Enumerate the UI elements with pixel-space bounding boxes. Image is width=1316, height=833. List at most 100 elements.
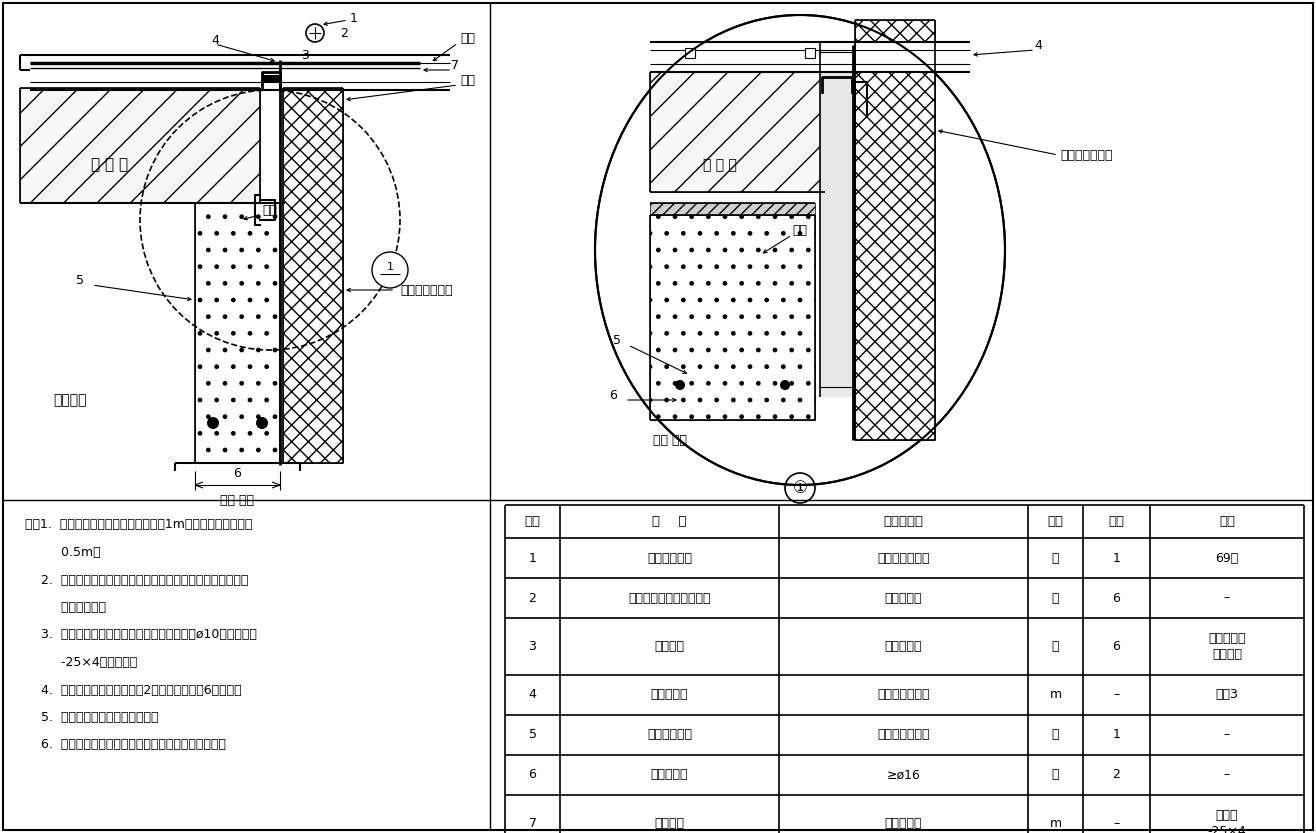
- Text: 4: 4: [1034, 38, 1042, 52]
- Bar: [805, 48, 815, 58]
- Bar: [650, 215, 815, 420]
- Text: 1: 1: [1112, 729, 1120, 741]
- Text: 6: 6: [529, 769, 537, 781]
- Text: 由工程设计决定: 由工程设计决定: [878, 729, 929, 741]
- Text: 名    称: 名 称: [653, 515, 687, 528]
- Text: 数量: 数量: [1108, 515, 1124, 528]
- Text: 4.  焊接处搭接长度：扁钢为2倍宽度，圆钢为6倍直径。: 4. 焊接处搭接长度：扁钢为2倍宽度，圆钢为6倍直径。: [25, 684, 242, 696]
- Text: 个: 个: [1051, 551, 1059, 565]
- Bar: [20, 88, 261, 203]
- Text: 2: 2: [529, 591, 537, 605]
- Text: m: m: [1049, 689, 1062, 701]
- Text: 注：1.  屋面避雷支持卡平面安装间距为1m，转角处安装间距为: 注：1. 屋面避雷支持卡平面安装间距为1m，转角处安装间距为: [25, 518, 253, 531]
- Text: 与专用自攻
螺钉配套: 与专用自攻 螺钉配套: [1208, 632, 1246, 661]
- Text: 焊接: 焊接: [262, 203, 278, 217]
- Text: 6: 6: [233, 466, 241, 480]
- Text: 镀锌扁钢: 镀锌扁钢: [654, 817, 684, 830]
- Text: 镀锌彩钢板专用自攻螺钉: 镀锌彩钢板专用自攻螺钉: [628, 591, 711, 605]
- Text: 结 构 梁: 结 构 梁: [91, 157, 129, 172]
- Text: 个: 个: [1051, 591, 1059, 605]
- Text: 4: 4: [211, 33, 218, 47]
- Text: 5.  此图用于钢筋混凝土柱结构。: 5. 此图用于钢筋混凝土柱结构。: [25, 711, 158, 724]
- Text: 柱顶预埋钢板: 柱顶预埋钢板: [647, 729, 692, 741]
- Text: -25×4镀锌扁钢。: -25×4镀锌扁钢。: [25, 656, 137, 669]
- Bar: [30, 55, 450, 90]
- Text: 可参照采用。: 可参照采用。: [25, 601, 107, 614]
- Circle shape: [780, 380, 790, 390]
- Text: 施工单位选: 施工单位选: [884, 640, 923, 653]
- Text: 1: 1: [350, 12, 358, 24]
- Bar: [195, 203, 280, 463]
- Bar: [650, 42, 970, 72]
- Text: 6.  彩钢板专用自攻螺钉的选用应满足安装强度要求。: 6. 彩钢板专用自攻螺钉的选用应满足安装强度要求。: [25, 739, 226, 751]
- Text: 3: 3: [301, 48, 309, 62]
- Bar: [855, 20, 934, 440]
- Text: 69页: 69页: [1216, 551, 1238, 565]
- Text: 1: 1: [529, 551, 537, 565]
- Text: 根: 根: [1051, 769, 1059, 781]
- Text: 4: 4: [529, 689, 537, 701]
- Text: 聚氨酯泡沫填充: 聚氨酯泡沫填充: [1059, 148, 1112, 162]
- Text: 型号及规格: 型号及规格: [883, 515, 924, 528]
- Text: 2: 2: [340, 27, 347, 39]
- Text: 7: 7: [529, 817, 537, 830]
- Text: 块: 块: [1051, 729, 1059, 741]
- Text: 柱内主钢筋: 柱内主钢筋: [650, 769, 688, 781]
- Bar: [650, 215, 815, 420]
- Text: 0.5m。: 0.5m。: [25, 546, 100, 559]
- Ellipse shape: [595, 15, 1005, 485]
- Bar: [263, 75, 279, 83]
- Text: 6: 6: [609, 388, 617, 402]
- Text: 3: 3: [529, 640, 537, 653]
- Text: 见注3: 见注3: [1216, 689, 1238, 701]
- Text: 备注: 备注: [1219, 515, 1234, 528]
- Text: –: –: [1113, 817, 1120, 830]
- Text: 施工单位选: 施工单位选: [884, 591, 923, 605]
- Text: 焊接: 焊接: [461, 73, 475, 87]
- Text: 防水胶垫: 防水胶垫: [654, 640, 684, 653]
- Text: –: –: [1113, 689, 1120, 701]
- Text: 2: 2: [1112, 769, 1120, 781]
- Text: 夹芯彩钢板墙体: 夹芯彩钢板墙体: [400, 283, 453, 297]
- Text: 1: 1: [387, 262, 393, 272]
- Text: 7: 7: [451, 58, 459, 72]
- Text: 个: 个: [1051, 640, 1059, 653]
- Text: 5: 5: [529, 729, 537, 741]
- Circle shape: [675, 380, 686, 390]
- Text: 不小于
-25×4: 不小于 -25×4: [1208, 809, 1246, 833]
- Text: （两 根）: （两 根）: [220, 493, 254, 506]
- Bar: [820, 42, 855, 397]
- Text: 接地引下线: 接地引下线: [650, 689, 688, 701]
- Text: m: m: [1049, 817, 1062, 830]
- Text: –: –: [1224, 729, 1230, 741]
- Text: 3.  引下线规格由工程设计确定，但不应小于ø10镀锌圆钢或: 3. 引下线规格由工程设计确定，但不应小于ø10镀锌圆钢或: [25, 629, 257, 641]
- Text: 6: 6: [1112, 591, 1120, 605]
- Text: 结 构 梁: 结 构 梁: [703, 158, 737, 172]
- Text: ≥ø16: ≥ø16: [887, 769, 920, 781]
- Bar: [686, 48, 695, 58]
- Text: 5: 5: [613, 333, 621, 347]
- Text: 6: 6: [1112, 640, 1120, 653]
- Text: 2.  本图仅表示镀锌圆钢避雷支持卡，镀锌扁钢避雷支持卡亦: 2. 本图仅表示镀锌圆钢避雷支持卡，镀锌扁钢避雷支持卡亦: [25, 573, 249, 586]
- Text: 单位: 单位: [1048, 515, 1063, 528]
- Text: 1: 1: [1112, 551, 1120, 565]
- Circle shape: [372, 252, 408, 288]
- Bar: [195, 203, 280, 463]
- Circle shape: [207, 417, 218, 429]
- Text: 避雷带支持卡: 避雷带支持卡: [647, 551, 692, 565]
- Circle shape: [257, 417, 268, 429]
- Text: –: –: [1224, 591, 1230, 605]
- Bar: [283, 88, 343, 463]
- Text: –: –: [1224, 769, 1230, 781]
- Text: 编号: 编号: [525, 515, 541, 528]
- Text: 施工单位选: 施工单位选: [884, 817, 923, 830]
- Text: （两 根）: （两 根）: [653, 433, 687, 446]
- Text: 由工程设计决定: 由工程设计决定: [878, 551, 929, 565]
- Bar: [650, 203, 815, 215]
- Bar: [650, 72, 825, 192]
- Text: 5: 5: [76, 273, 84, 287]
- Text: 由工程设计决定: 由工程设计决定: [878, 689, 929, 701]
- Text: 焊接: 焊接: [461, 32, 475, 44]
- Text: 混凝土柱: 混凝土柱: [53, 393, 87, 407]
- Text: 焊接: 焊接: [792, 223, 808, 237]
